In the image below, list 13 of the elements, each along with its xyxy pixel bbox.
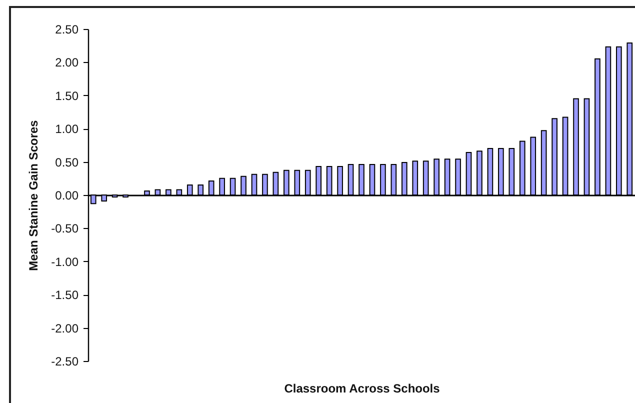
y-tick-label: 1.50: [55, 88, 79, 103]
y-axis-title: Mean Stanine Gain Scores: [26, 120, 40, 271]
y-tick-label: 1.00: [55, 122, 79, 136]
y-tick-label: -2.00: [51, 321, 79, 336]
y-tick-label: 2.00: [55, 56, 79, 70]
y-tick-label: -1.00: [51, 254, 79, 269]
y-tick-label: -0.50: [51, 222, 79, 236]
y-tick-label: 0.50: [55, 155, 79, 170]
y-tick-label: -1.50: [51, 288, 79, 302]
y-tick-label: 2.50: [55, 22, 79, 36]
y-tick-label: 0.00: [55, 188, 79, 202]
y-tick-label: -2.50: [51, 354, 79, 368]
x-axis-title: Classroom Across Schools: [284, 382, 440, 396]
